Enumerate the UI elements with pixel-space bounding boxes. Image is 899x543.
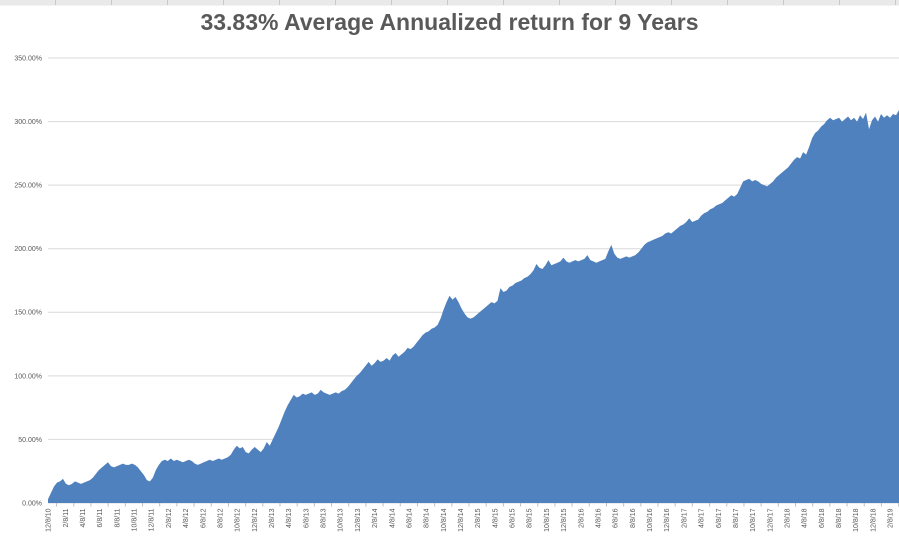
x-axis-tick-label: 8/8/18 (836, 508, 843, 528)
x-axis-tick-label: 10/8/18 (853, 508, 860, 531)
x-axis-tick-label: 6/8/17 (716, 508, 723, 528)
y-axis-tick-label: 200.00% (14, 246, 42, 253)
x-axis-tick-label: 2/8/13 (269, 508, 276, 528)
x-axis-tick-label: 4/8/11 (80, 508, 87, 527)
y-axis-tick-label: 250.00% (14, 183, 42, 190)
x-axis-tick-label: 2/8/16 (578, 508, 585, 528)
x-axis-tick-label: 6/8/14 (406, 508, 413, 528)
x-axis-tick-label: 10/8/12 (235, 508, 242, 531)
y-axis-tick-label: 150.00% (14, 310, 42, 317)
x-axis-tick-label: 10/8/13 (338, 508, 345, 531)
x-axis-tick-label: 2/8/14 (372, 508, 379, 528)
x-axis-tick-label: 2/8/17 (681, 508, 688, 528)
x-axis-tick-label: 2/8/11 (63, 508, 70, 527)
x-axis-tick-label: 6/8/16 (613, 508, 620, 528)
x-axis-tick-label: 8/8/15 (527, 508, 534, 528)
x-axis-tick-label: 6/8/11 (97, 508, 104, 527)
x-axis-tick-label: 2/8/15 (475, 508, 482, 528)
x-axis-tick-label: 12/8/13 (355, 508, 362, 531)
y-axis-tick-label: 50.00% (18, 437, 42, 444)
x-axis-tick-label: 8/8/12 (217, 508, 224, 528)
x-axis-tick-label: 4/8/17 (699, 508, 706, 528)
x-axis-tick-label: 12/8/14 (458, 508, 465, 531)
x-axis-tick-label: 4/8/16 (595, 508, 602, 528)
x-axis-tick-label: 4/8/18 (802, 508, 809, 528)
x-axis-tick-label: 4/8/15 (492, 508, 499, 528)
x-axis-tick-label: 6/8/12 (200, 508, 207, 528)
x-axis-tick-label: 8/8/17 (733, 508, 740, 528)
x-axis-tick-label: 4/8/12 (183, 508, 190, 528)
x-axis-tick-label: 12/8/12 (252, 508, 259, 531)
x-axis-tick-label: 12/8/11 (149, 508, 156, 531)
y-axis-tick-label: 350.00% (14, 55, 42, 62)
x-axis-tick-label: 6/8/13 (303, 508, 310, 528)
x-axis-tick-label: 12/8/15 (561, 508, 568, 531)
chart-title: 33.83% Average Annualized return for 9 Y… (200, 9, 699, 35)
x-axis-tick-label: 12/8/10 (46, 508, 53, 531)
x-axis-tick-label: 6/8/18 (819, 508, 826, 528)
x-axis-tick-label: 10/8/17 (750, 508, 757, 531)
x-axis-tick-label: 10/8/15 (544, 508, 551, 531)
y-axis-tick-label: 100.00% (14, 373, 42, 380)
y-axis-tick-label: 0.00% (22, 500, 42, 507)
area-series (48, 110, 899, 503)
x-axis-tick-label: 6/8/15 (510, 508, 517, 528)
x-axis-tick-label: 8/8/11 (114, 508, 121, 527)
x-axis-tick-label: 2/8/19 (888, 508, 895, 528)
spreadsheet-column-header-strip (0, 0, 899, 6)
x-axis-tick-label: 12/8/16 (664, 508, 671, 531)
x-axis-tick-label: 4/8/14 (389, 508, 396, 528)
x-axis-tick-label: 2/8/12 (166, 508, 173, 528)
x-axis-tick-label: 12/8/18 (870, 508, 877, 531)
x-axis-tick-label: 10/8/16 (647, 508, 654, 531)
x-axis-tick-label: 2/8/18 (784, 508, 791, 528)
x-axis-tick-label: 10/8/14 (441, 508, 448, 531)
y-axis-tick-label: 300.00% (14, 119, 42, 126)
x-axis-tick-label: 4/8/13 (286, 508, 293, 528)
x-axis-tick-label: 8/8/14 (424, 508, 431, 528)
x-axis-tick-label: 10/8/11 (132, 508, 139, 531)
x-axis-tick-label: 8/8/16 (630, 508, 637, 528)
x-axis-tick-label: 8/8/13 (321, 508, 328, 528)
x-axis-tick-label: 12/8/17 (767, 508, 774, 531)
